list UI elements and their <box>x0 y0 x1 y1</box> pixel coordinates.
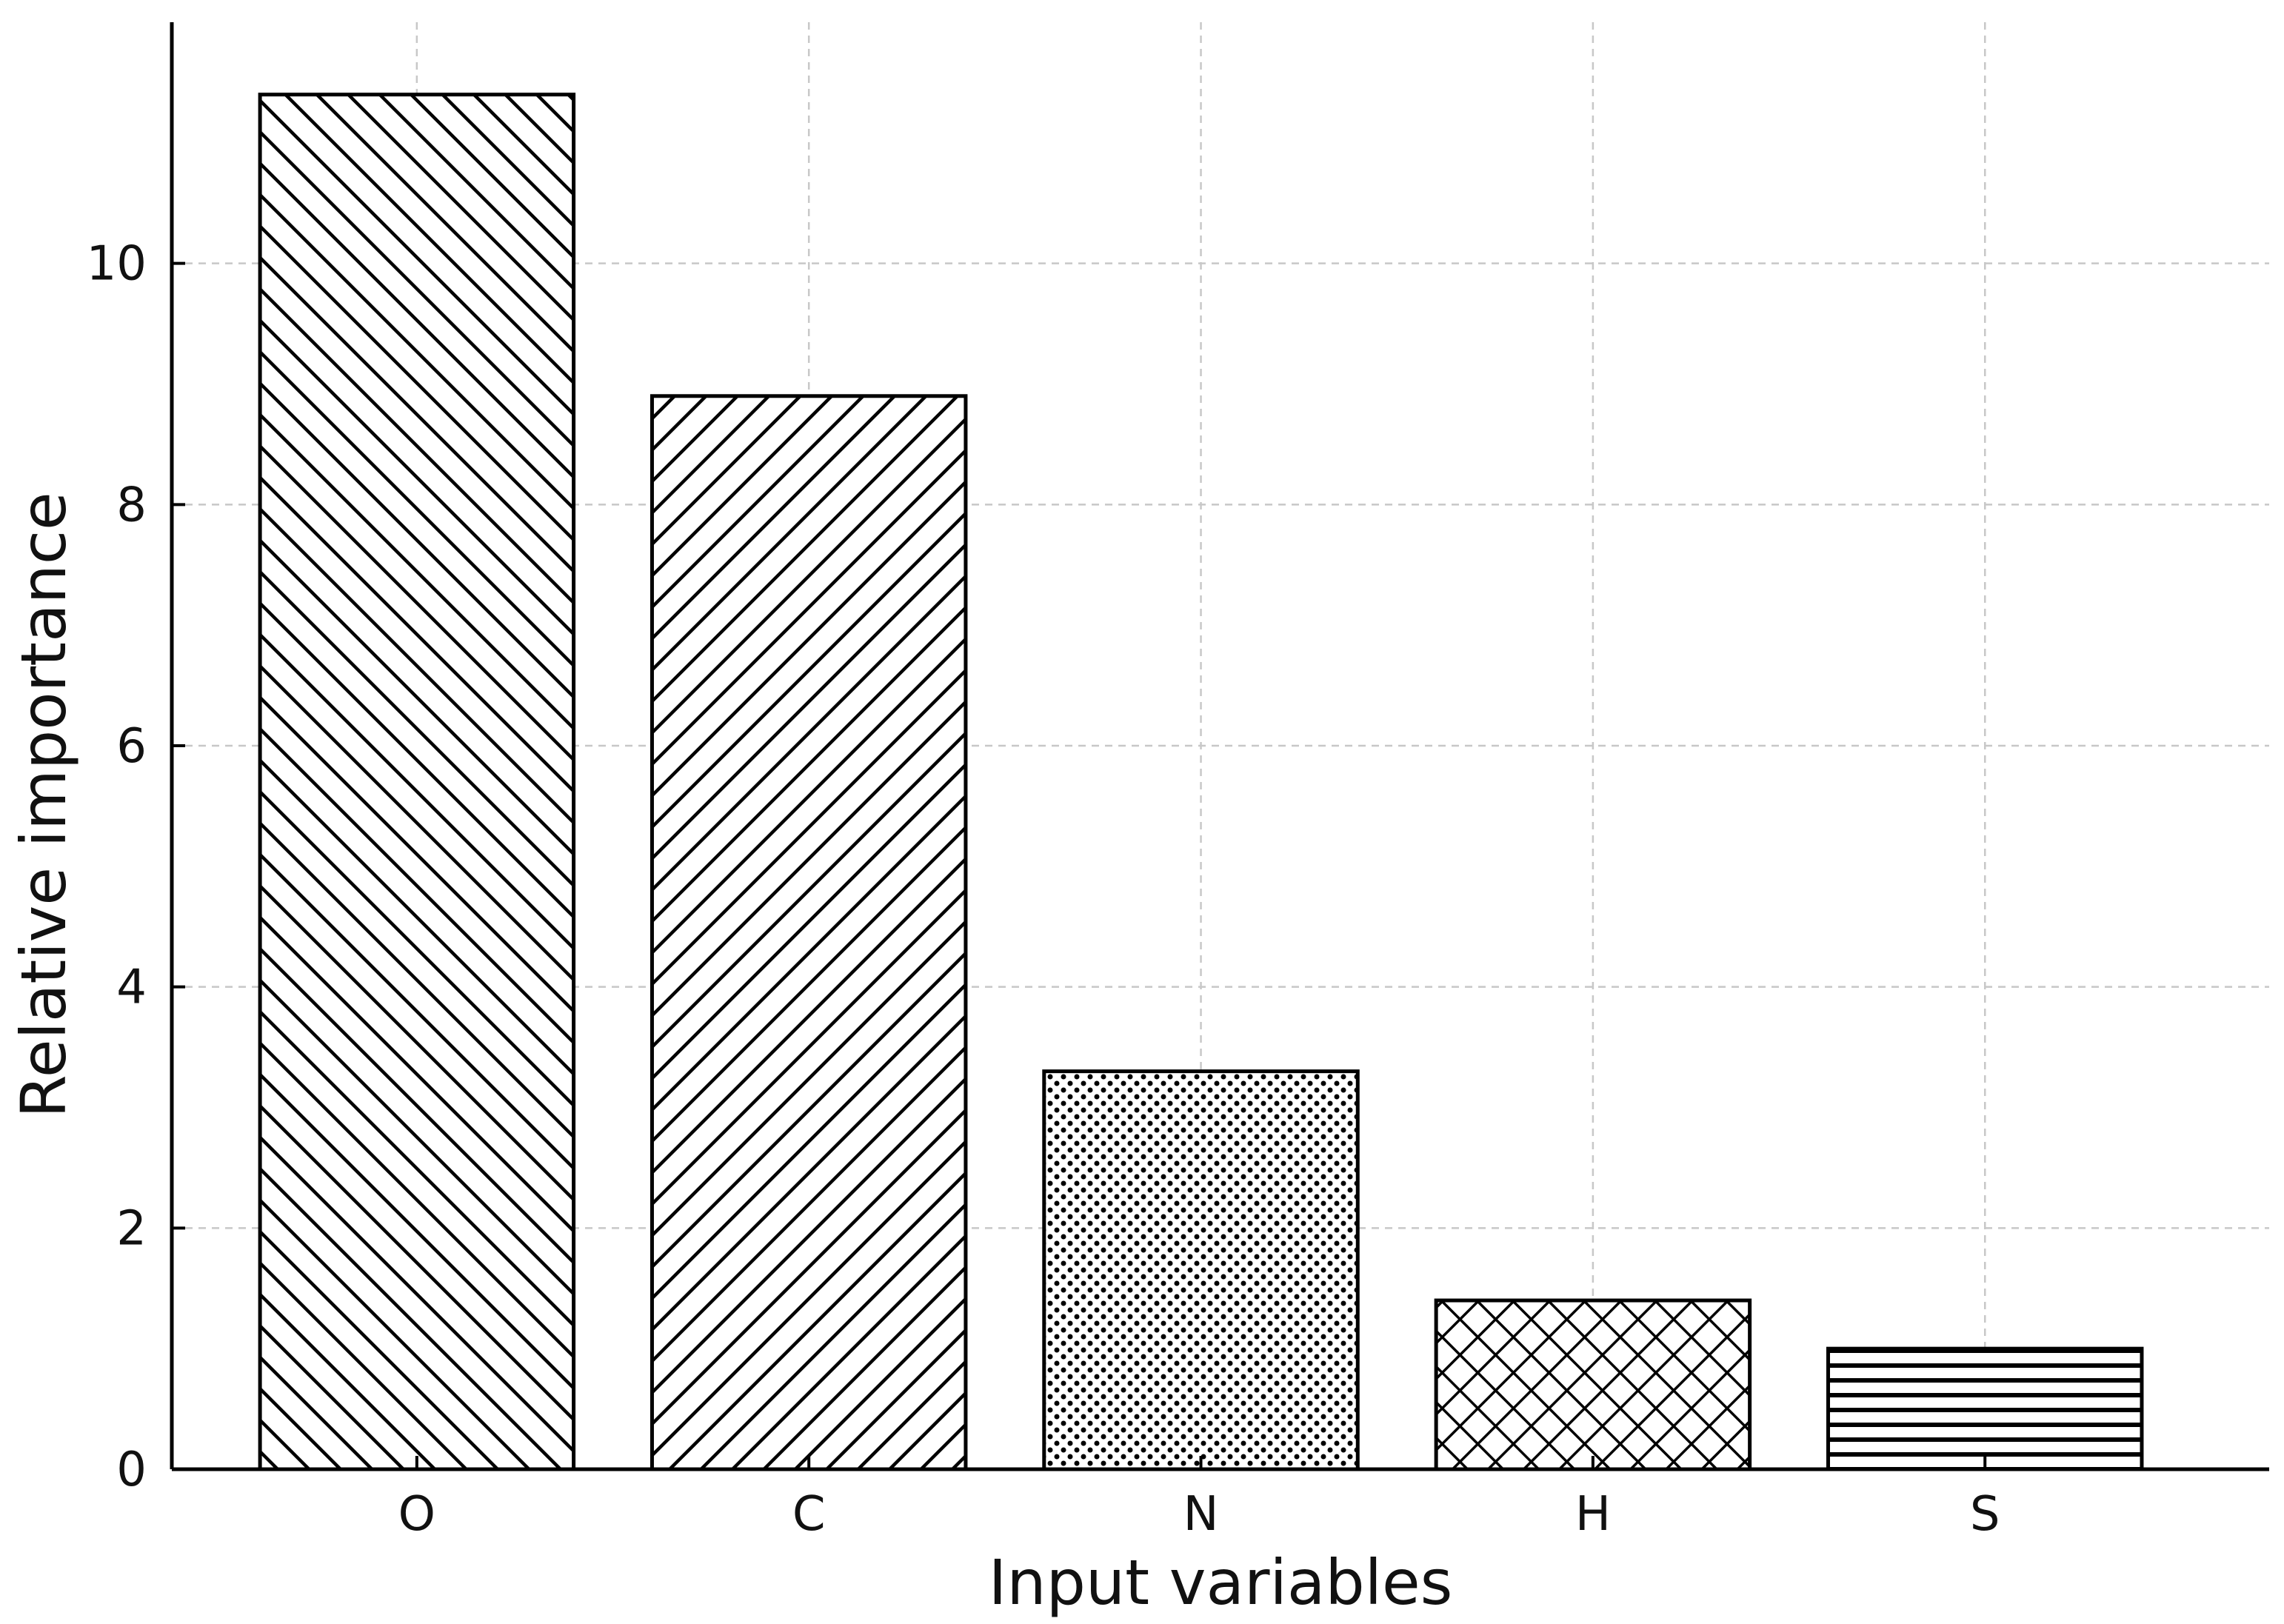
x-tick-label: S <box>1970 1487 2000 1542</box>
bars <box>258 93 2144 1471</box>
x-tick-label: H <box>1575 1487 1611 1542</box>
y-tick-label: 8 <box>116 478 147 532</box>
bar-C <box>650 394 968 1471</box>
bar-N <box>1042 1069 1360 1471</box>
y-tick-label: 0 <box>116 1443 147 1497</box>
y-tick-label: 10 <box>87 237 147 292</box>
y-tick-label: 2 <box>116 1201 147 1256</box>
bar-S <box>1826 1346 2144 1471</box>
y-tick-label: 6 <box>116 719 147 774</box>
x-tick-label: N <box>1183 1487 1219 1542</box>
x-tick-label: O <box>398 1487 435 1542</box>
bar-H <box>1434 1298 1752 1471</box>
tick-labels: 0 2 4 6 8 10 O C N H S <box>87 237 2000 1542</box>
x-tick-label: C <box>792 1487 826 1542</box>
x-axis-title: Input variables <box>989 1546 1453 1619</box>
axes <box>170 22 2269 1471</box>
y-axis-title: Relative importance <box>7 492 80 1117</box>
bar-O <box>258 93 576 1471</box>
y-tick-label: 4 <box>116 960 147 1015</box>
